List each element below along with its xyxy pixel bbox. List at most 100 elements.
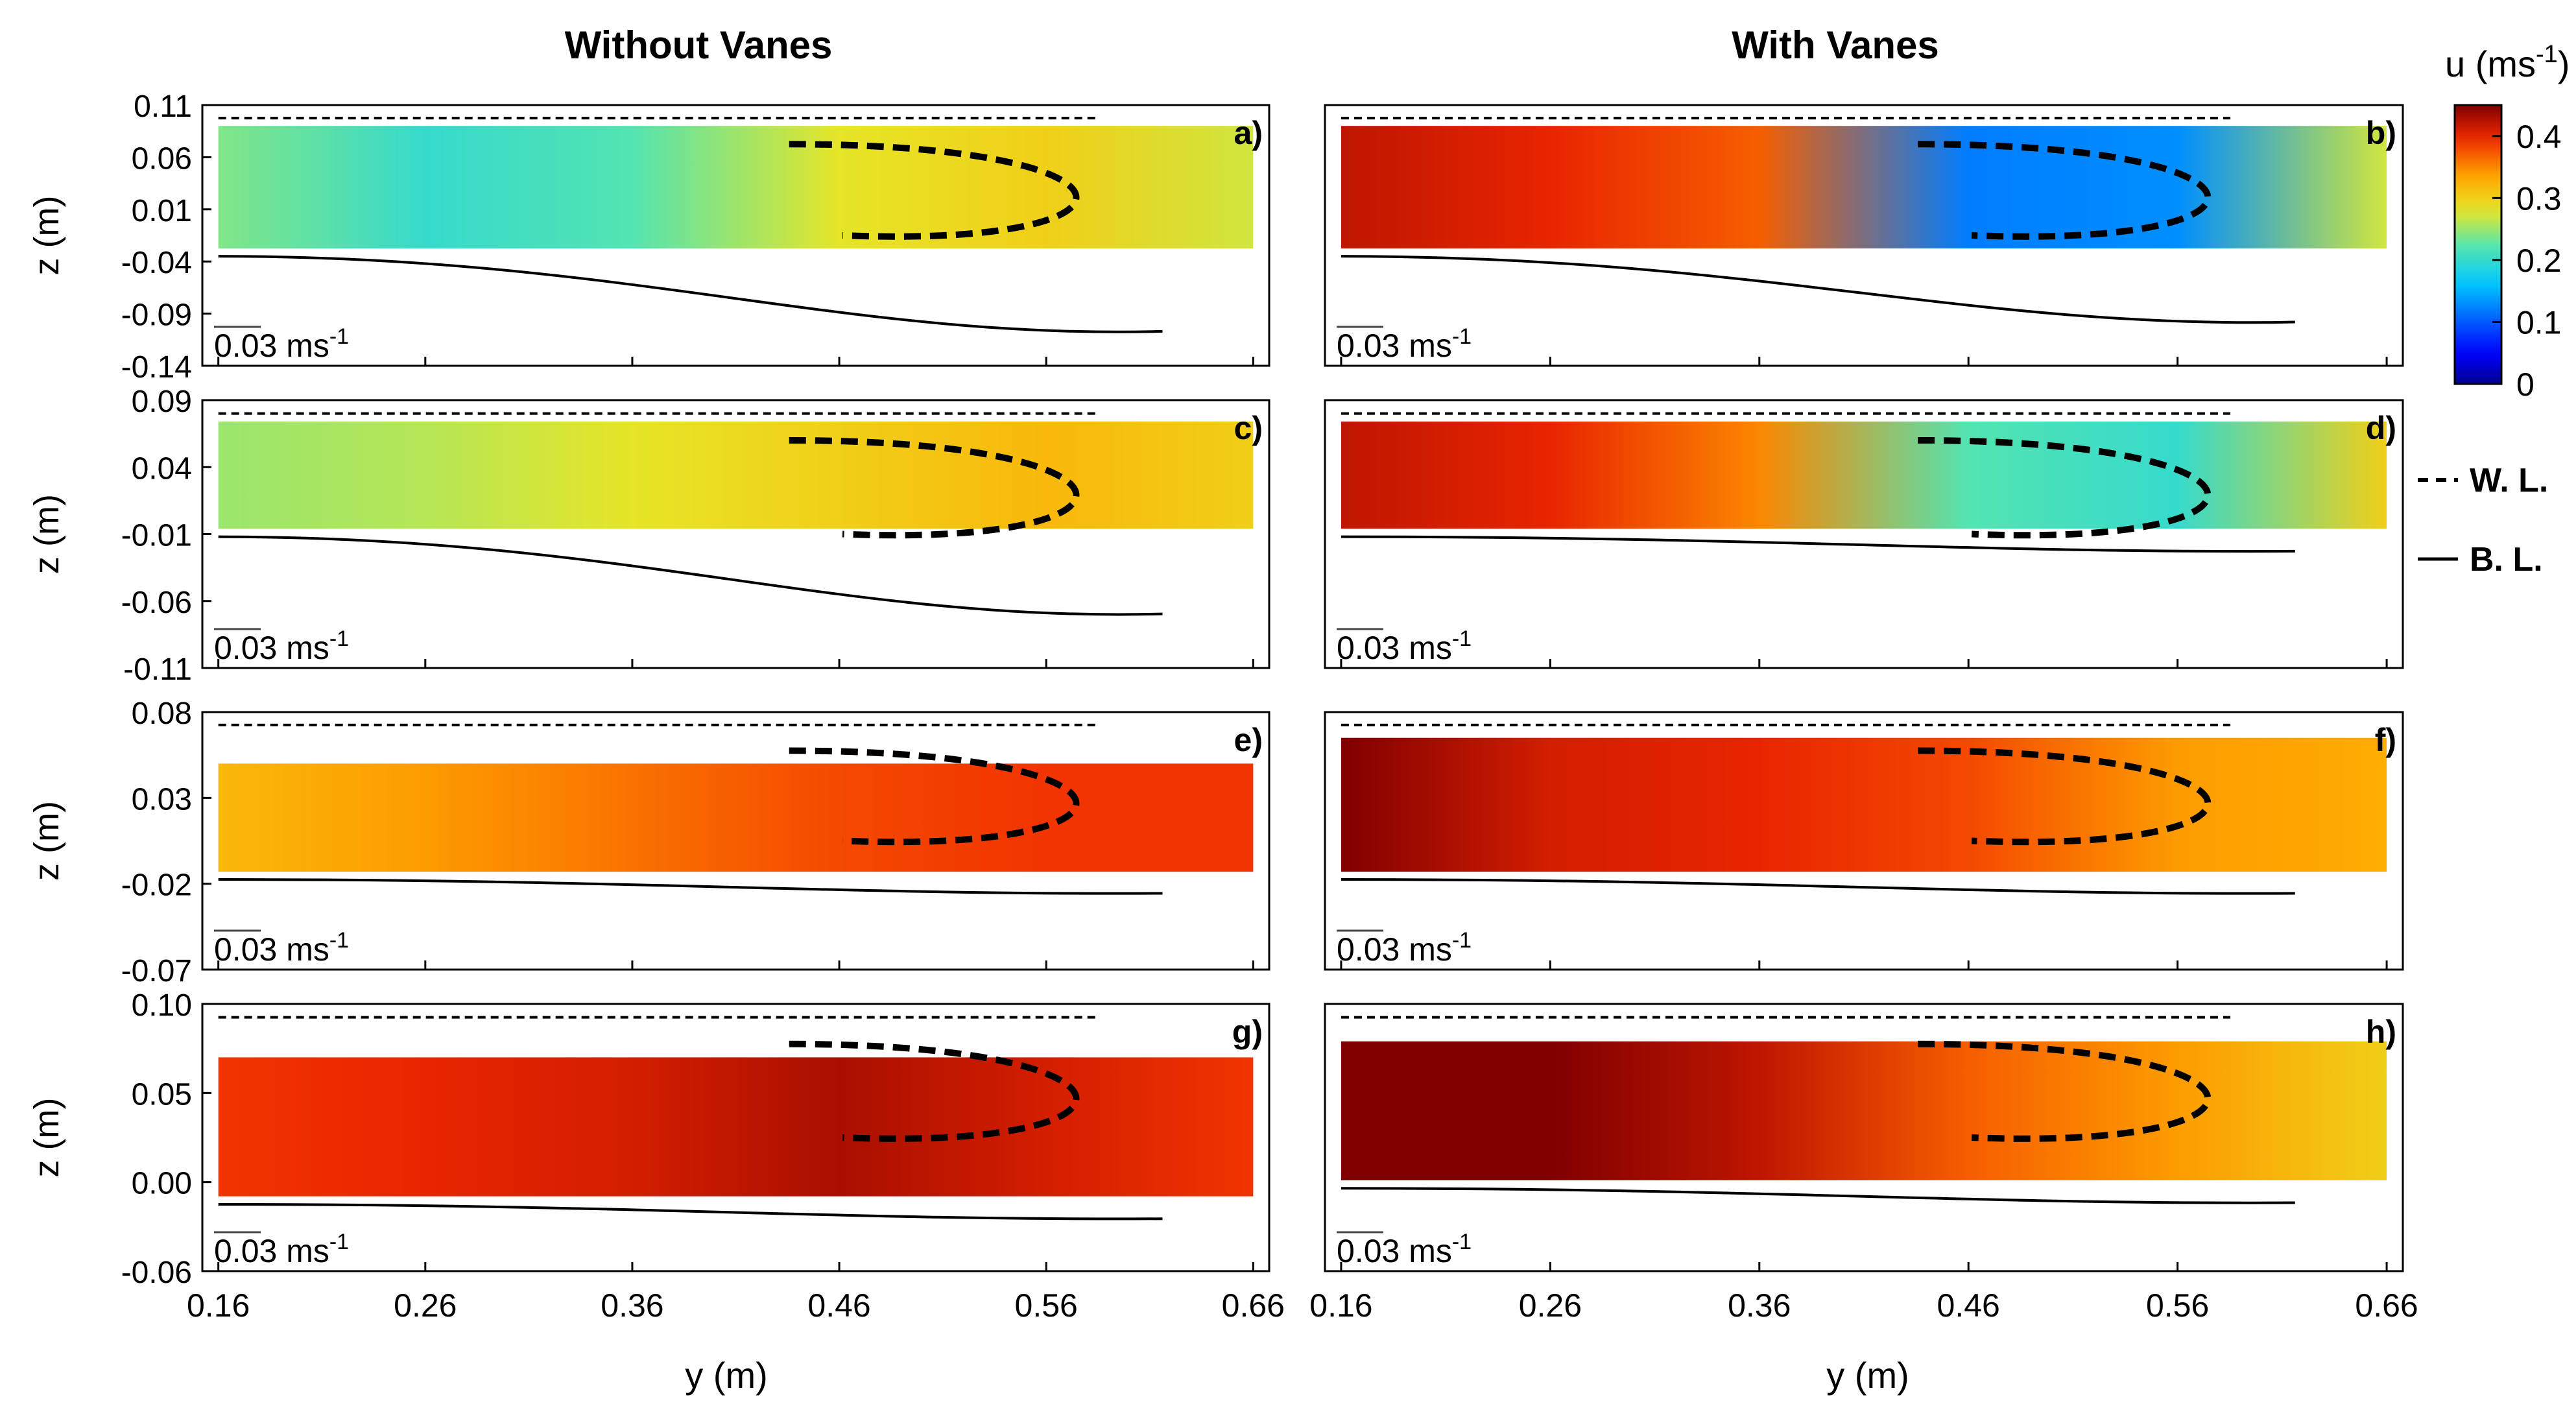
x-tick-label: 0.66 (1222, 1287, 1285, 1324)
colorbar-tick-label: 0.1 (2516, 304, 2562, 340)
panel-b: b) 0.03 ms-1 (1324, 104, 2404, 367)
x-tick-label: 0.36 (1728, 1287, 1791, 1324)
y-tick-label: 0.03 (132, 782, 192, 817)
velocity-field (218, 1057, 1254, 1197)
panel-a: a) 0.03 ms-1 0.11 0.06 0.01 -0.04 -0.09 -0.14 z … (27, 89, 1270, 385)
colorbar: u (ms-1) 0.4 0.3 0.2 0.1 0 (2445, 41, 2570, 403)
y-tick-label: -0.06 (121, 586, 192, 620)
y-axis-label: z (m) (27, 494, 66, 574)
panel-frame (1324, 1003, 2404, 1272)
panel-label: f) (2375, 722, 2396, 758)
panel-label: e) (1234, 722, 1263, 758)
panel-frame (1324, 104, 2404, 367)
panel-label: b) (2366, 115, 2396, 151)
y-axis-label: z (m) (27, 196, 66, 276)
bed-level-line (1341, 255, 2295, 324)
panel-frame (1324, 711, 2404, 971)
panel-label: d) (2366, 410, 2396, 446)
col-title-left: Without Vanes (565, 23, 833, 67)
x-tick-label: 0.16 (1309, 1287, 1372, 1324)
velocity-field (1341, 422, 2387, 529)
bed-level-line (218, 255, 1163, 333)
colorbar-tick-label: 0.4 (2516, 119, 2562, 155)
x-tick-label: 0.46 (807, 1287, 870, 1324)
x-tick-label: 0.56 (2146, 1287, 2209, 1324)
bed-level-line (218, 878, 1163, 895)
panel-frame (201, 104, 1270, 367)
y-tick-label: 0.09 (132, 385, 192, 419)
panel-h: h) 0.03 ms-1 0.16 0.26 0.36 0.46 0.56 0.66 (1309, 1003, 2418, 1324)
y-tick-label: -0.14 (121, 350, 192, 385)
x-tick-label: 0.26 (394, 1287, 457, 1324)
panel-c: c) 0.03 ms-1 0.09 0.04 -0.01 -0.06 -0.11 z (m) (27, 385, 1270, 687)
panel-label: g) (1232, 1014, 1263, 1050)
colorbar-title: u (ms-1) (2445, 41, 2570, 84)
y-tick-label: 0.04 (132, 451, 192, 486)
x-tick-label: 0.36 (601, 1287, 663, 1324)
scale-label: 0.03 ms-1 (214, 928, 349, 968)
y-tick-label: 0.01 (132, 194, 192, 228)
bed-level-line (218, 535, 1163, 616)
y-tick-label: 0.10 (132, 988, 192, 1023)
scale-label: 0.03 ms-1 (1337, 928, 1472, 968)
velocity-field (218, 422, 1254, 529)
col-title-right: With Vanes (1732, 23, 1939, 67)
bed-level-line (1341, 535, 2295, 553)
scale-label: 0.03 ms-1 (214, 626, 349, 666)
circulation-path (1918, 1040, 2212, 1142)
velocity-field (1341, 126, 2387, 249)
legend-water-level-label: W. L. (2470, 462, 2548, 499)
circulation-path (1918, 747, 2212, 846)
panel-frame (1324, 399, 2404, 669)
y-tick-label: -0.06 (121, 1256, 192, 1290)
scale-label: 0.03 ms-1 (1337, 1230, 1472, 1269)
y-tick-label: 0.06 (132, 141, 192, 176)
colorbar-gradient (2453, 104, 2503, 385)
panel-f: f) 0.03 ms-1 (1324, 711, 2404, 971)
bed-level-line (1341, 1187, 2295, 1204)
circulation-path (1918, 436, 2212, 539)
colorbar-tick-label: 0.2 (2516, 243, 2562, 279)
x-axis-label-left: y (m) (685, 1355, 768, 1396)
panel-label: a) (1234, 115, 1263, 151)
y-tick-label: 0.11 (134, 89, 192, 124)
circulation-path (789, 436, 1080, 539)
panel-label: c) (1234, 410, 1263, 446)
y-tick-label: -0.09 (121, 298, 192, 333)
scale-label: 0.03 ms-1 (214, 324, 349, 364)
panel-frame (201, 1003, 1270, 1272)
velocity-field (1341, 737, 2387, 872)
legend: W. L. B. L. (2418, 462, 2548, 578)
x-tick-label: 0.26 (1519, 1287, 1582, 1324)
legend-bed-level-label: B. L. (2470, 541, 2543, 578)
y-tick-label: 0.05 (132, 1077, 192, 1112)
panel-e: e) 0.03 ms-1 0.08 0.03 -0.02 -0.07 z (m) (27, 697, 1270, 988)
x-tick-label: 0.66 (2355, 1287, 2418, 1324)
x-tick-label: 0.56 (1015, 1287, 1078, 1324)
panel-d: d) 0.03 ms-1 (1324, 399, 2404, 669)
x-axis-label-right: y (m) (1826, 1355, 1909, 1396)
x-tick-label: 0.16 (187, 1287, 250, 1324)
velocity-field (218, 126, 1254, 249)
colorbar-tick-label: 0.3 (2516, 180, 2562, 217)
colorbar-tick-label: 0 (2516, 366, 2534, 403)
y-tick-label: -0.11 (123, 652, 192, 687)
velocity-field (1341, 1041, 2387, 1180)
bed-level-line (1341, 878, 2295, 895)
y-tick-label: -0.01 (121, 519, 192, 553)
circulation-path (1918, 141, 2212, 240)
circulation-path (789, 747, 1080, 846)
y-tick-label: -0.07 (121, 954, 192, 988)
scale-label: 0.03 ms-1 (214, 1230, 349, 1269)
scale-label: 0.03 ms-1 (1337, 626, 1472, 666)
bed-level-line (218, 1203, 1163, 1221)
velocity-field (218, 763, 1254, 872)
panel-frame (201, 711, 1270, 971)
y-tick-label: -0.04 (121, 246, 192, 280)
y-axis-label: z (m) (27, 801, 66, 881)
x-tick-label: 0.46 (1937, 1287, 2000, 1324)
y-tick-label: 0.00 (132, 1167, 192, 1201)
panel-label: h) (2366, 1014, 2396, 1050)
y-axis-label: z (m) (27, 1098, 66, 1178)
